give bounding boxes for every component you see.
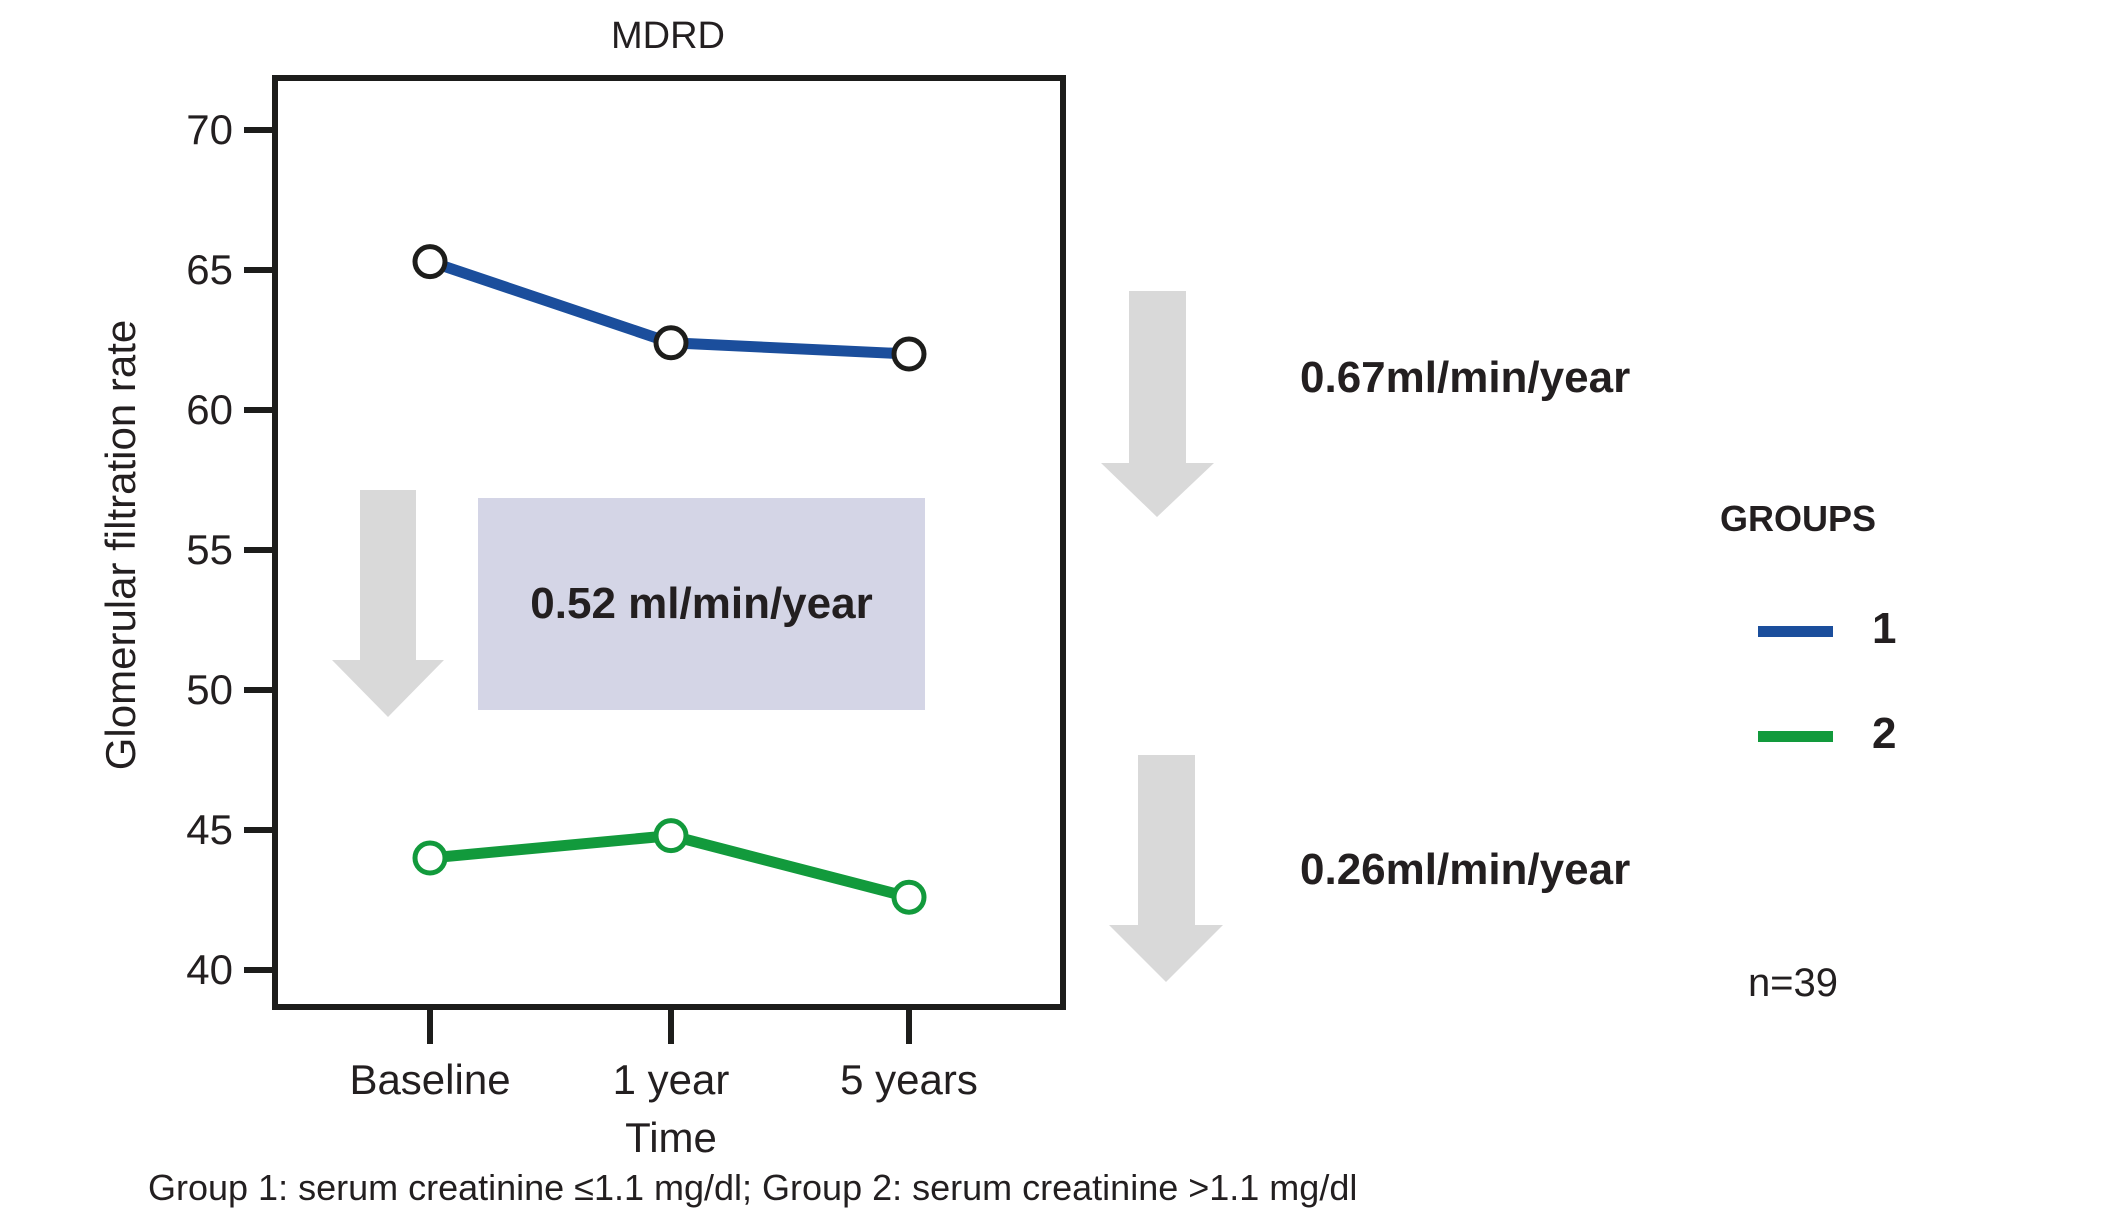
annotation-group2-rate: 0.26ml/min/year	[1300, 845, 1631, 894]
legend-swatch-group2	[1758, 731, 1833, 742]
plot-border	[272, 75, 1066, 1010]
x-tick-label: 5 years	[840, 1056, 978, 1103]
y-tick-label: 40	[186, 946, 233, 993]
down-arrow-icon	[1101, 291, 1214, 517]
down-arrow-icon	[1109, 755, 1223, 982]
data-point-markers	[412, 244, 927, 915]
y-axis-ticks	[244, 127, 272, 973]
data-point-group1	[653, 325, 689, 361]
data-point-group2	[412, 840, 448, 876]
data-point-group1	[412, 244, 448, 280]
data-point-group2	[653, 818, 689, 854]
annotation-overall-rate-box: 0.52 ml/min/year	[478, 498, 925, 710]
y-tick-label: 60	[186, 386, 233, 433]
legend-label-group1: 1	[1872, 604, 1897, 653]
data-point-group2	[891, 879, 927, 915]
chart-title: MDRD	[611, 15, 725, 57]
annotation-overall-rate: 0.52 ml/min/year	[530, 579, 873, 628]
down-arrow-icon	[332, 490, 444, 717]
y-tick-label: 70	[186, 106, 233, 153]
data-point-group1	[891, 336, 927, 372]
y-tick-label: 65	[186, 246, 233, 293]
legend-label-group2: 2	[1872, 709, 1897, 758]
x-axis-ticks	[427, 1010, 912, 1044]
x-tick-label: 1 year	[612, 1056, 730, 1103]
y-tick-label: 45	[186, 806, 233, 853]
sample-size: n=39	[1747, 961, 1839, 1005]
x-axis-title: Time	[625, 1114, 717, 1161]
annotation-group1-rate: 0.67ml/min/year	[1300, 353, 1631, 402]
x-tick-label: Baseline	[349, 1056, 511, 1103]
y-tick-label: 55	[186, 526, 233, 573]
y-tick-label: 50	[186, 666, 233, 713]
footnote: Group 1: serum creatinine ≤1.1 mg/dl; Gr…	[148, 1167, 1358, 1208]
legend-swatch-group1	[1758, 626, 1833, 637]
legend-title: GROUPS	[1720, 498, 1877, 539]
